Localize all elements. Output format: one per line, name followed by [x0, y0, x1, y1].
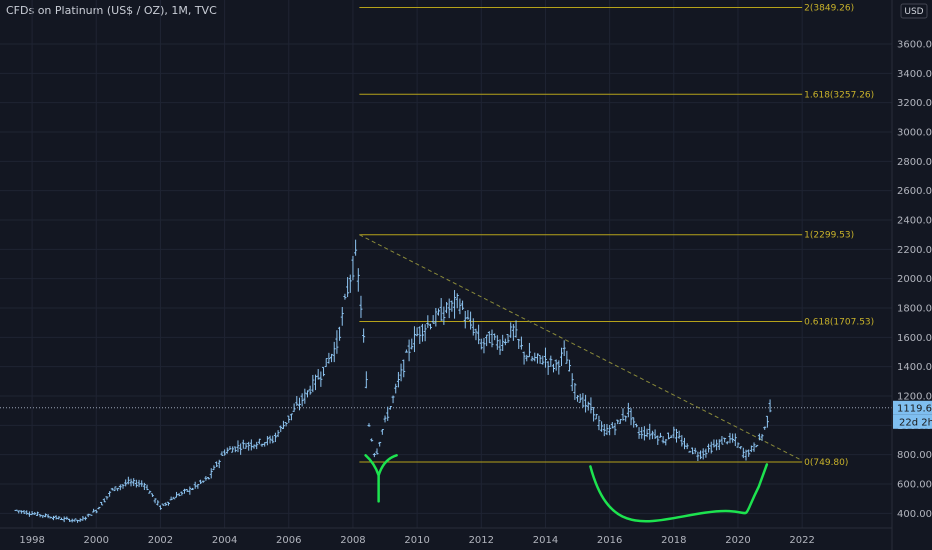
y-tick-label: 1400.00 — [897, 362, 932, 373]
y-tick-label: 2200.00 — [897, 245, 932, 256]
y-tick-label: 2800.00 — [897, 157, 932, 168]
grid — [0, 0, 892, 528]
fib-label: 1(2299.53) — [804, 231, 854, 241]
x-tick-label: 2018 — [661, 535, 686, 546]
y-tick-label: 2400.00 — [897, 216, 932, 227]
trendline-layer[interactable] — [359, 234, 803, 461]
price-badge: 1119.60 — [897, 403, 932, 414]
annotations — [364, 454, 769, 523]
u-annotation — [589, 463, 769, 523]
currency-badge[interactable]: USD — [904, 7, 923, 17]
fib-label: 1.618(3257.26) — [804, 90, 874, 100]
y-tick-label: 400.00 — [897, 509, 932, 520]
x-tick-label: 2002 — [148, 535, 173, 546]
countdown-badge-box — [893, 414, 932, 429]
x-tick-label: 2020 — [725, 535, 750, 546]
chart-title: CFDs on Platinum (US$ / OZ), 1M, TVC — [6, 4, 217, 17]
y-tick-label: 1600.00 — [897, 333, 932, 344]
trendline[interactable] — [359, 234, 803, 461]
fib-label: 2(3849.26) — [804, 3, 854, 13]
x-axis[interactable]: 1998 2000 2002 2004 2006 2008 2010 2012 2014 2016… — [0, 527, 892, 546]
fib-label: 0.618(1707.53) — [804, 318, 874, 328]
x-tick-label: 2008 — [340, 535, 365, 546]
y-axis[interactable]: 400.00600.00800.001000.001200.001400.001… — [891, 0, 932, 550]
price-badge-box — [893, 400, 932, 415]
x-tick-label: 2004 — [212, 535, 237, 546]
x-tick-label: 2012 — [469, 535, 494, 546]
y-tick-label: 600.00 — [897, 480, 932, 491]
y-tick-label: 3400.00 — [897, 69, 932, 80]
fib-label: 0(749.80) — [804, 458, 848, 468]
x-tick-label: 2016 — [597, 535, 622, 546]
x-tick-label: 2006 — [276, 535, 301, 546]
y-tick-label: 3200.00 — [897, 98, 932, 109]
fib-retracement[interactable]: 2(3849.26) 1.618(3257.26) 1(2299.53) 0.618(… — [359, 3, 874, 468]
x-tick-label: 2000 — [84, 535, 109, 546]
y-tick-label: 3600.00 — [897, 40, 932, 51]
y-tick-label: 800.00 — [897, 450, 932, 461]
ohlc-series — [14, 239, 772, 523]
y-tick-label: 1800.00 — [897, 304, 932, 315]
y-tick-label: 1200.00 — [897, 392, 932, 403]
countdown-badge: 22d 2h — [899, 417, 932, 428]
x-tick-label: 2010 — [404, 535, 429, 546]
y-tick-label: 3000.00 — [897, 128, 932, 139]
x-tick-label: 1998 — [19, 535, 44, 546]
v-annotation — [364, 454, 398, 503]
currency-badge-box[interactable] — [900, 3, 928, 19]
y-tick-label: 2600.00 — [897, 186, 932, 197]
x-tick-label: 2014 — [533, 535, 558, 546]
y-tick-label: 2000.00 — [897, 274, 932, 285]
badges: USD 1119.60 22d 2h — [893, 3, 932, 429]
x-tick-label: 2022 — [789, 535, 814, 546]
